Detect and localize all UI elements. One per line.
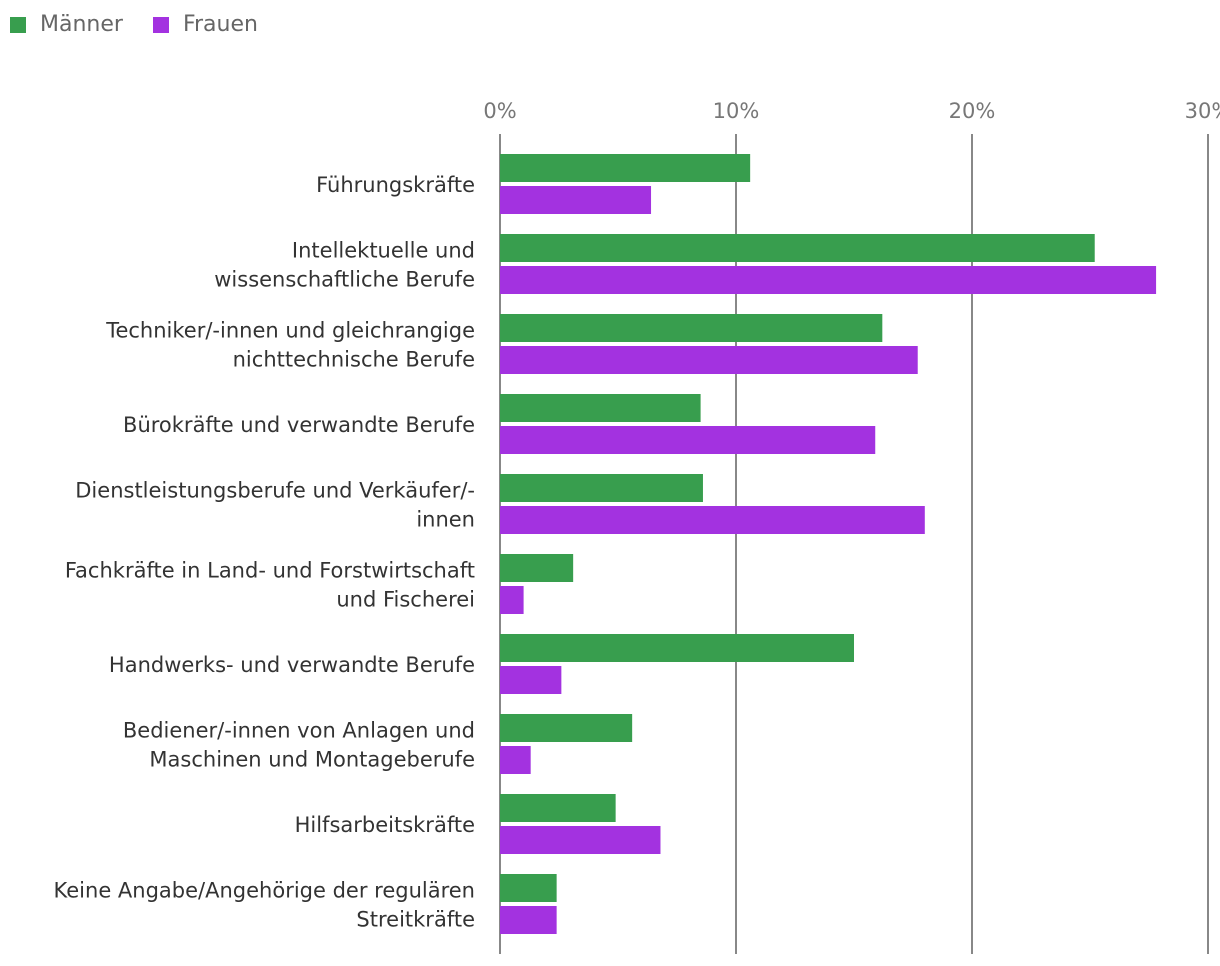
bar-men-8 <box>500 794 616 822</box>
legend-item-men[interactable]: Männer <box>10 12 123 37</box>
bar-men-5 <box>500 554 574 582</box>
category-label: Führungskräfte <box>316 173 475 197</box>
bar-men-4 <box>500 474 703 502</box>
x-tick-label: 0% <box>483 99 516 123</box>
category-label: Hilfsarbeitskräfte <box>295 813 475 837</box>
category-label: Bediener/-innen von Anlagen und <box>123 719 475 743</box>
legend-swatch-men <box>10 16 26 33</box>
bar-women-8 <box>500 826 661 854</box>
category-label: Maschinen und Montageberufe <box>149 748 475 772</box>
legend-item-women[interactable]: Frauen <box>152 12 258 37</box>
bar-men-1 <box>500 234 1095 262</box>
category-label: Streitkräfte <box>356 908 475 932</box>
legend-swatch-women <box>152 16 169 33</box>
category-label: Techniker/-innen und gleichrangige <box>105 319 475 343</box>
category-label: Keine Angabe/Angehörige der regulären <box>54 879 475 903</box>
bar-women-2 <box>500 346 918 374</box>
bar-women-0 <box>500 186 652 214</box>
legend-label-men: Männer <box>40 12 123 37</box>
category-label: und Fischerei <box>336 588 475 612</box>
bar-men-6 <box>500 634 854 662</box>
bar-men-3 <box>500 394 701 422</box>
category-label: Fachkräfte in Land- und Forstwirtschaft <box>65 559 475 583</box>
bar-women-9 <box>500 906 557 934</box>
bar-men-9 <box>500 874 557 902</box>
category-label: Intellektuelle und <box>292 239 475 263</box>
category-label: Dienstleistungsberufe und Verkäufer/- <box>75 479 475 503</box>
x-tick-label: 10% <box>713 99 760 123</box>
category-label: nichttechnische Berufe <box>233 348 475 372</box>
bar-men-2 <box>500 314 883 342</box>
x-tick-label: 20% <box>949 99 996 123</box>
category-label: Bürokräfte und verwandte Berufe <box>123 413 475 437</box>
category-label: innen <box>416 508 475 532</box>
bar-men-7 <box>500 714 633 742</box>
x-tick-label: 30% <box>1185 99 1220 123</box>
legend: Männer Frauen <box>10 12 288 37</box>
category-label: wissenschaftliche Berufe <box>214 268 475 292</box>
bar-women-3 <box>500 426 876 454</box>
bar-women-1 <box>500 266 1157 294</box>
bar-men-0 <box>500 154 751 182</box>
bar-women-7 <box>500 746 531 774</box>
bar-women-5 <box>500 586 524 614</box>
bar-women-4 <box>500 506 925 534</box>
category-label: Handwerks- und verwandte Berufe <box>109 653 475 677</box>
bar-women-6 <box>500 666 562 694</box>
legend-label-women: Frauen <box>182 12 258 37</box>
